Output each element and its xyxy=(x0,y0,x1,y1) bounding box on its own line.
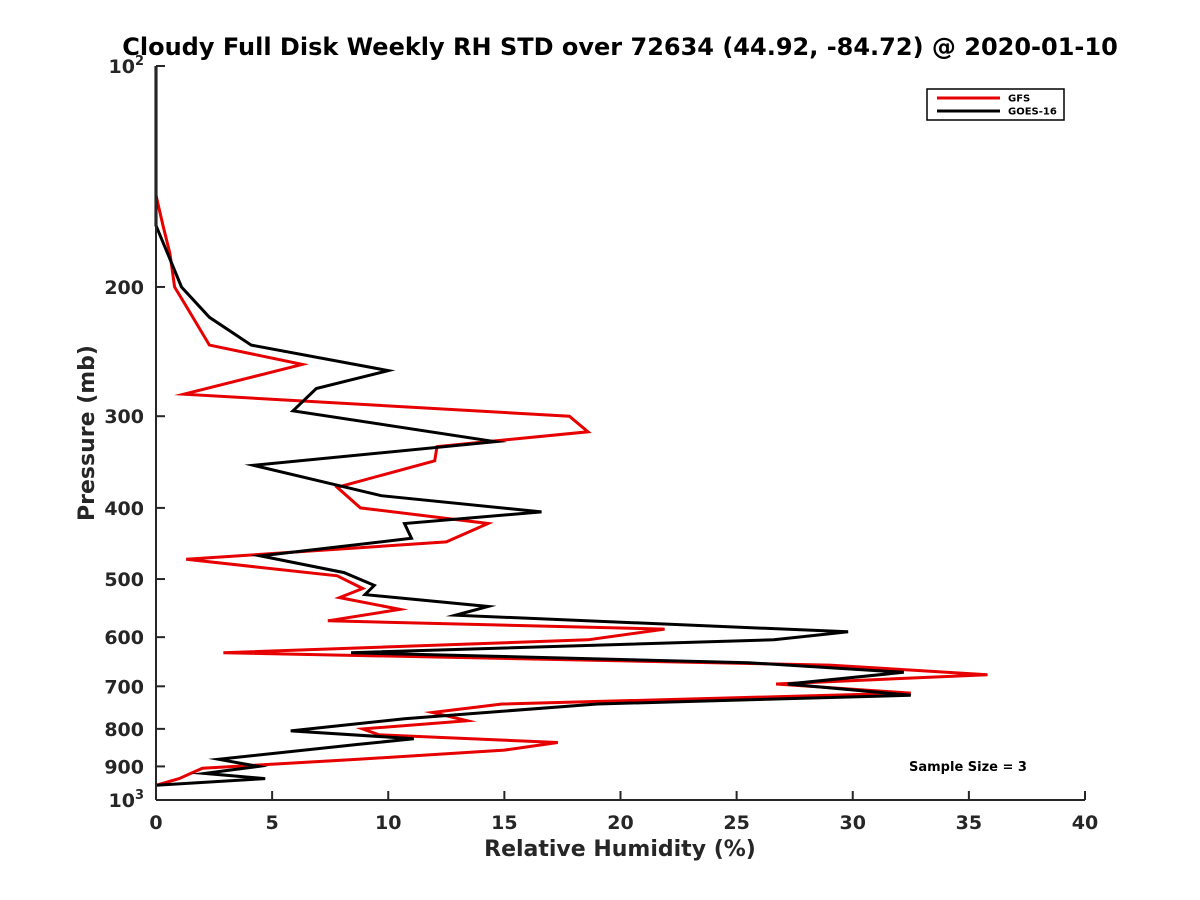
y-tick-base: 10 xyxy=(109,790,135,812)
y-tick-label: 800 xyxy=(104,719,144,741)
y-tick-label: 300 xyxy=(104,406,144,428)
plot-area: 0 5 10 15 20 25 30 35 40 10220030040050060070080… xyxy=(104,54,1098,834)
x-tick-label: 25 xyxy=(723,812,749,834)
x-tick-label: 30 xyxy=(840,812,866,834)
y-tick-exponent: 3 xyxy=(135,788,144,803)
x-tick-label: 5 xyxy=(266,812,279,834)
y-tick-label: 102 xyxy=(109,54,145,78)
y-tick-label: 200 xyxy=(104,277,144,299)
x-tick-label: 20 xyxy=(607,812,633,834)
x-axis-ticks: 0 5 10 15 20 25 30 35 40 xyxy=(149,791,1098,834)
series-line-goes-16 xyxy=(154,66,911,787)
legend-label-goes-16: GOES-16 xyxy=(1008,107,1057,118)
x-tick-label: 40 xyxy=(1072,812,1098,834)
x-tick-label: 10 xyxy=(375,812,401,834)
x-tick-label: 35 xyxy=(956,812,982,834)
y-tick-label: 500 xyxy=(104,569,144,591)
series-line-gfs xyxy=(154,66,988,787)
x-tick-label: 0 xyxy=(149,812,162,834)
x-tick-label: 15 xyxy=(491,812,517,834)
y-tick-label: 700 xyxy=(104,676,144,698)
y-axis-label: Pressure (mb) xyxy=(75,345,100,521)
y-tick-base: 10 xyxy=(109,56,135,78)
plot-background xyxy=(156,66,1085,800)
legend-box xyxy=(926,88,1065,121)
x-axis-label: Relative Humidity (%) xyxy=(484,837,756,862)
chart-title: Cloudy Full Disk Weekly RH STD over 7263… xyxy=(122,33,1118,61)
sample-size-annotation: Sample Size = 3 xyxy=(909,760,1027,775)
legend-label-gfs: GFS xyxy=(1008,94,1030,105)
y-tick-label: 900 xyxy=(104,756,144,778)
legend: GFS GOES-16 xyxy=(926,88,1065,121)
y-tick-exponent: 2 xyxy=(135,54,144,69)
series-layer xyxy=(154,66,988,787)
y-tick-label: 103 xyxy=(109,788,145,812)
y-tick-label: 400 xyxy=(104,498,144,520)
y-tick-label: 600 xyxy=(104,627,144,649)
